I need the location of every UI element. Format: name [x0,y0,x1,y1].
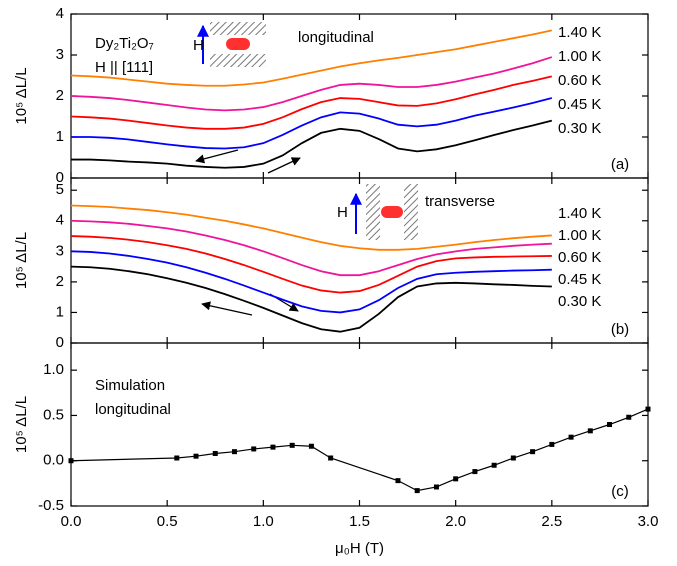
x-tick-label: 0.0 [61,513,82,530]
legend-label: 0.30 K [558,120,601,137]
series-line [70,265,552,333]
legend-label: 1.40 K [558,205,601,222]
marker [549,441,555,447]
series-line [70,408,649,492]
series-line [70,219,552,277]
legend-label: 1.00 K [558,227,601,244]
y-tick-label: 0 [56,334,64,351]
y-axis-label: 10⁵ ΔL/L [13,67,30,124]
annotation: longitudinal [298,29,374,46]
y-tick-label: 3 [56,46,64,63]
marker [212,450,218,456]
marker [193,453,199,459]
series-line [71,119,553,169]
marker [568,434,574,440]
annotation: H || [111] [95,59,153,76]
marker [395,478,401,484]
y-tick-label: 1.0 [43,361,64,378]
marker [530,449,536,455]
y-tick-label: 4 [56,5,64,22]
y-tick-label: 1 [56,303,64,320]
legend-label: 0.60 K [558,72,601,89]
marker [491,462,497,468]
series-line [70,250,552,314]
marker [472,469,478,475]
x-tick-label: 0.5 [157,513,178,530]
marker [270,444,276,450]
y-tick-label: 0.5 [43,406,64,423]
y-axis-label: 10⁵ ΔL/L [13,232,30,289]
annotation: (a) [611,156,629,173]
inset-a [197,22,266,67]
x-tick-label: 1.5 [349,513,370,530]
marker [510,455,516,461]
series-line [70,235,552,294]
annotation: Dy₂Ti₂O₇ [95,35,154,52]
inset-b [350,184,418,240]
series-line [70,75,553,130]
annotation: Simulation [95,377,165,394]
y-tick-label: 1 [56,128,64,145]
series-line [71,97,553,150]
x-axis-label: μ₀H (T) [335,540,384,557]
legend-label: 0.60 K [558,249,601,266]
marker [453,476,459,482]
y-tick-label: 2 [56,273,64,290]
annotation: (b) [611,321,629,338]
series-line [70,56,553,112]
marker [231,449,237,455]
annotation: H [337,204,348,221]
annotation: longitudinal [95,401,171,418]
marker [174,455,180,461]
y-tick-label: 3 [56,242,64,259]
marker [645,406,651,412]
legend-label: 0.45 K [558,96,601,113]
y-tick-label: 0.0 [43,452,64,469]
y-tick-label: 4 [56,212,64,229]
y-tick-label: 5 [56,181,64,198]
marker [68,458,74,464]
marker [308,443,314,449]
x-tick-label: 2.5 [541,513,562,530]
marker [414,488,420,494]
annotation: transverse [425,193,495,210]
legend-label: 0.45 K [558,271,601,288]
legend-label: 1.40 K [558,24,601,41]
marker [626,414,632,420]
marker [587,428,593,434]
legend-label: 1.00 K [558,48,601,65]
annotation: (c) [611,483,629,500]
series-line [70,29,553,87]
marker [328,455,334,461]
marker [289,442,295,448]
x-tick-label: 2.0 [445,513,466,530]
series-line [70,204,552,251]
x-tick-label: 1.0 [253,513,274,530]
marker [251,446,257,452]
x-tick-label: 3.0 [638,513,659,530]
y-tick-label: 0 [56,169,64,186]
marker [607,422,613,427]
legend-label: 0.30 K [558,293,601,310]
plot-frame [70,342,649,507]
y-tick-label: 2 [56,87,64,104]
annotation: H [193,37,204,54]
y-axis-label: 10⁵ ΔL/L [13,396,30,453]
marker [433,484,439,490]
y-tick-label: -0.5 [38,497,64,514]
